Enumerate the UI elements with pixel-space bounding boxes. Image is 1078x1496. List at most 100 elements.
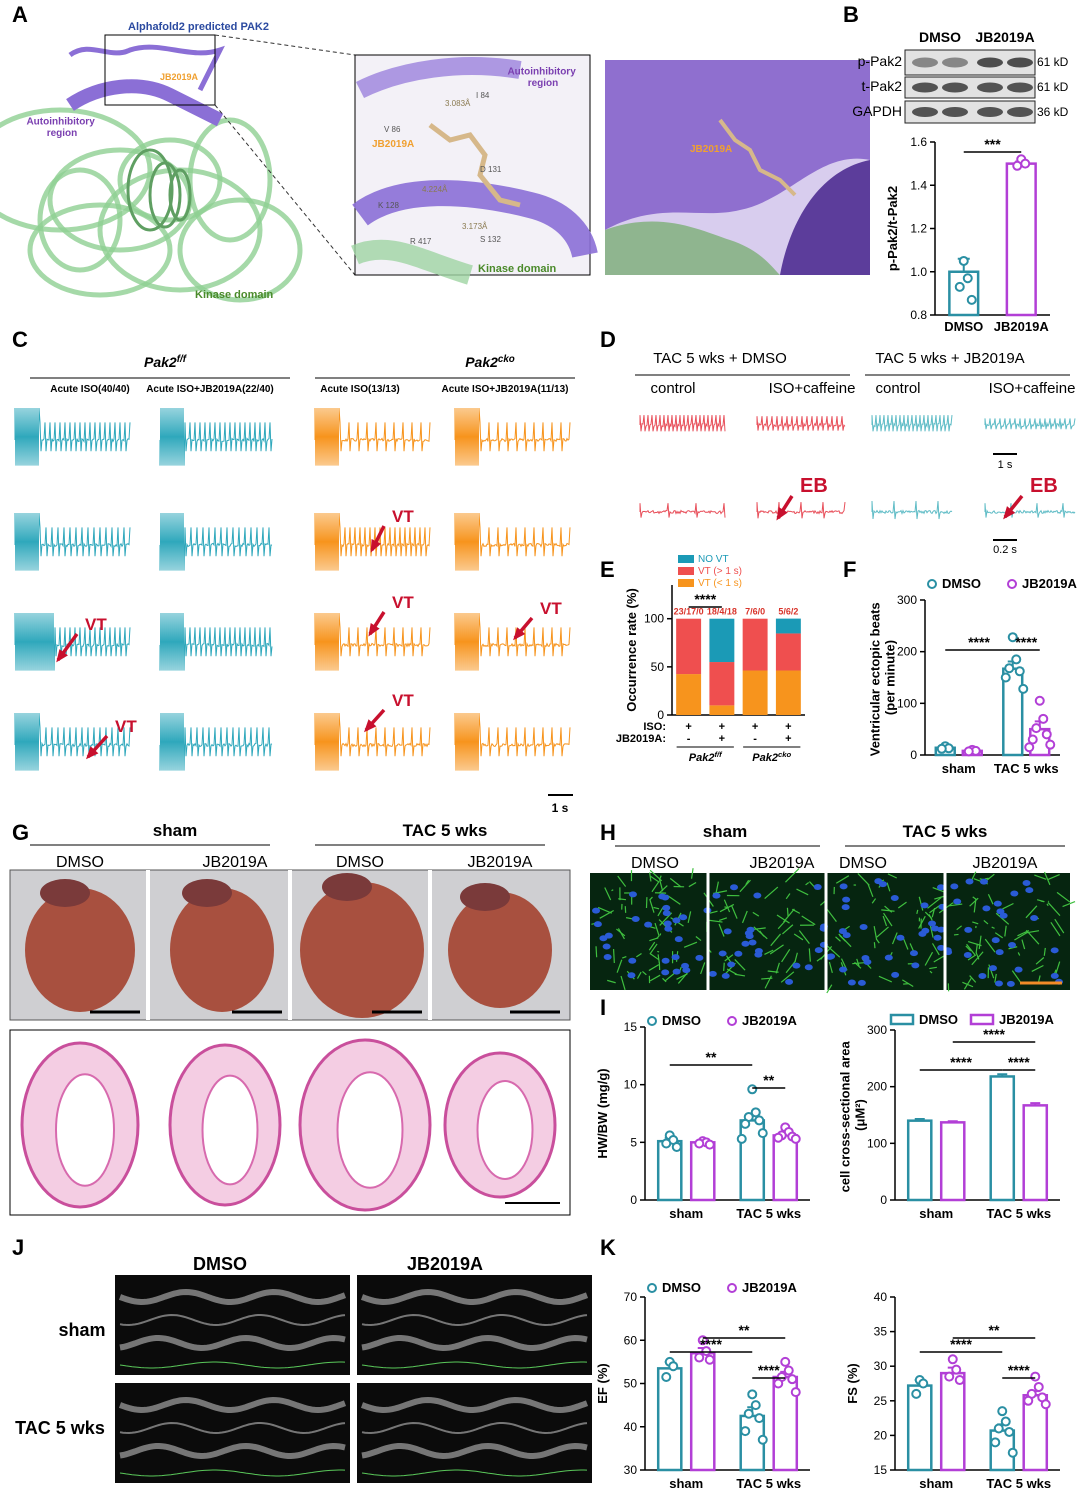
stacked-segment: [742, 618, 768, 671]
membrane: [986, 873, 995, 881]
significance-label: **: [989, 1322, 1000, 1338]
data-point: [958, 255, 969, 266]
significance-label: **: [706, 1049, 717, 1065]
membrane: [745, 879, 750, 886]
membrane: [648, 964, 660, 972]
membrane: [932, 886, 945, 893]
membrane: [649, 952, 659, 961]
y-tick-label: 35: [874, 1325, 888, 1339]
nucleus: [920, 902, 929, 909]
membrane: [1055, 961, 1061, 975]
row-value: +: [752, 721, 758, 733]
data-point: [944, 1371, 955, 1382]
membrane: [662, 977, 667, 983]
membrane: [984, 877, 989, 880]
membrane: [984, 938, 996, 953]
label: Kinase domain: [478, 263, 557, 275]
label-sup: cko: [778, 750, 792, 759]
nucleus: [753, 892, 762, 899]
ecg-trace: [159, 612, 273, 671]
membrane: [929, 970, 933, 974]
label: JB2019A: [975, 29, 1034, 45]
data-point: [1041, 729, 1052, 740]
membrane: [595, 946, 598, 958]
legend-swatch: [678, 579, 694, 587]
membrane: [658, 885, 668, 894]
membrane: [666, 894, 681, 905]
ecg-trace: [314, 712, 431, 771]
label: JB2019A: [973, 855, 1038, 872]
kinase-ribbon: [27, 202, 173, 298]
nucleus: [804, 964, 813, 971]
membrane: [724, 906, 729, 909]
label: control: [650, 380, 695, 397]
y-tick-label: 50: [651, 660, 665, 674]
kinase-helix: [168, 168, 192, 222]
membrane: [929, 925, 934, 938]
nucleus: [1010, 890, 1019, 897]
y-axis-label: cell cross-sectional area (μM²): [838, 1038, 868, 1193]
row-label: JB2019A:: [616, 733, 666, 745]
membrane: [1056, 891, 1071, 903]
stacked-segment: [676, 674, 702, 715]
y-tick-label: 30: [624, 1463, 638, 1477]
data-point: [1034, 695, 1045, 706]
bar: [656, 1367, 683, 1472]
error-bar: [914, 1117, 925, 1121]
echo-ecg: [119, 1469, 346, 1477]
membrane: [1062, 900, 1076, 908]
membrane: [1031, 964, 1044, 973]
nucleus: [847, 979, 856, 986]
nucleus: [937, 926, 946, 933]
significance-label: ****: [694, 591, 716, 607]
label-base: Pak2: [144, 354, 177, 370]
data-point: [997, 1406, 1008, 1417]
label: VT: [540, 599, 562, 618]
zoom-frame: [104, 34, 216, 106]
data-point: [790, 1133, 801, 1144]
row-value: +: [719, 721, 725, 733]
kinase-ribbon: [37, 167, 123, 273]
nucleus: [1050, 972, 1059, 979]
label: EB: [1030, 475, 1058, 497]
zoom-guide: [214, 104, 356, 276]
heart-atrium: [460, 883, 510, 911]
label: VT: [392, 593, 414, 612]
bar: [1005, 162, 1037, 317]
membrane: [618, 898, 627, 901]
membrane: [695, 936, 702, 942]
membrane: [656, 935, 660, 940]
ecg-trace: [314, 612, 431, 671]
label: ISO+caffeine: [769, 380, 856, 397]
nucleus: [937, 944, 946, 951]
data-point: [1031, 723, 1042, 734]
label: DMSO: [919, 29, 961, 45]
legend-label: NO VT: [698, 554, 729, 565]
nucleus: [814, 947, 823, 954]
stacked-segment: [709, 662, 735, 706]
data-point: [754, 1115, 765, 1126]
y-tick-label: 40: [874, 1290, 888, 1304]
membrane: [724, 954, 734, 962]
data-point: [954, 281, 965, 292]
label: DMSO: [56, 854, 104, 871]
legend-marker: [889, 1013, 915, 1026]
nucleus: [664, 925, 673, 932]
value-label: 5/6/2: [778, 607, 798, 617]
nucleus: [950, 883, 959, 890]
membrane: [826, 984, 833, 994]
label: ISO+caffeine: [989, 380, 1076, 397]
data-point: [990, 1437, 1001, 1448]
legend-marker: [727, 1283, 737, 1293]
legend-label: VT (> 1 s): [698, 566, 742, 577]
nucleus: [861, 954, 870, 961]
echo-ecg: [361, 1361, 588, 1369]
x-tick-label: TAC 5 wks: [736, 1206, 801, 1221]
label: 3.083Å: [445, 99, 471, 108]
echo-wall: [361, 1313, 588, 1327]
membrane: [949, 903, 963, 907]
nucleus: [712, 892, 721, 899]
y-tick-label: 70: [624, 1290, 638, 1304]
nucleus: [874, 878, 883, 885]
